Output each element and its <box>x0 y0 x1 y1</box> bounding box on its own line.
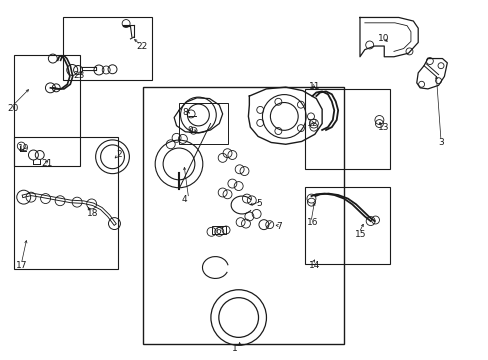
Text: 16: 16 <box>306 219 318 228</box>
Text: 15: 15 <box>354 230 366 239</box>
Bar <box>14 137 118 269</box>
Text: 23: 23 <box>74 71 85 80</box>
Bar <box>305 89 389 169</box>
Text: 10: 10 <box>377 35 388 44</box>
Text: 14: 14 <box>308 261 319 270</box>
Bar <box>14 55 80 166</box>
Text: 4: 4 <box>181 195 187 204</box>
Text: 19: 19 <box>18 144 29 153</box>
Bar <box>62 18 152 80</box>
Text: 11: 11 <box>308 82 319 91</box>
Text: 2: 2 <box>116 150 122 159</box>
Text: 5: 5 <box>256 199 262 208</box>
Text: 13: 13 <box>377 123 388 132</box>
Text: 3: 3 <box>438 138 444 147</box>
Text: 9: 9 <box>187 126 193 135</box>
Text: 20: 20 <box>8 104 19 113</box>
Text: 6: 6 <box>215 227 221 236</box>
Text: 21: 21 <box>41 159 53 168</box>
Bar <box>142 87 343 344</box>
Text: 1: 1 <box>231 345 237 354</box>
Text: 18: 18 <box>87 210 98 219</box>
Bar <box>211 226 225 234</box>
Text: 22: 22 <box>137 41 148 50</box>
Bar <box>305 187 389 264</box>
Bar <box>179 103 227 144</box>
Text: 17: 17 <box>17 261 28 270</box>
Text: 12: 12 <box>306 119 318 128</box>
Text: 7: 7 <box>275 222 281 231</box>
Text: 8: 8 <box>182 108 188 117</box>
